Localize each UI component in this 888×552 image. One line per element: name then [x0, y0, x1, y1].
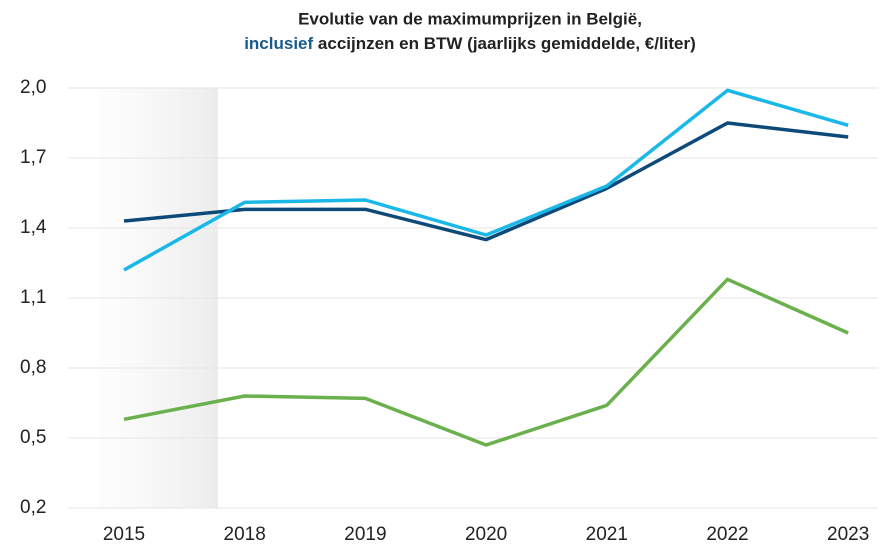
chart-subtitle: inclusief accijnzen en BTW (jaarlijks ge…	[244, 34, 696, 53]
title-rest: accijnzen en BTW (jaarlijks gemiddelde, …	[318, 34, 696, 53]
title-highlight: inclusief	[244, 34, 313, 53]
chart-title: Evolutie van de maximumprijzen in België…	[298, 9, 642, 28]
series-line	[123, 277, 849, 447]
grid: 0,2 0,5 0,8 1,1 1,4 1,7 2,0 2015 2018 2019 2020 202…	[20, 77, 878, 545]
lines	[123, 88, 849, 447]
x-tick-label: 2023	[827, 524, 869, 545]
x-tick-label: 2018	[224, 524, 266, 545]
y-tick-label: 0,2	[20, 497, 46, 518]
x-tick-label: 2015	[103, 524, 145, 545]
y-tick-label: 0,5	[20, 427, 46, 448]
y-tick-label: 1,1	[20, 287, 46, 308]
y-tick-label: 1,7	[20, 147, 46, 168]
x-tick-label: 2020	[465, 524, 507, 545]
x-tick-label: 2022	[706, 524, 748, 545]
x-tick-label: 2019	[344, 524, 386, 545]
y-tick-label: 2,0	[20, 77, 46, 98]
series-line	[123, 121, 849, 242]
y-tick-label: 1,4	[20, 217, 47, 238]
y-tick-label: 0,8	[20, 357, 46, 378]
x-tick-label: 2021	[586, 524, 628, 545]
series-line	[123, 88, 849, 272]
